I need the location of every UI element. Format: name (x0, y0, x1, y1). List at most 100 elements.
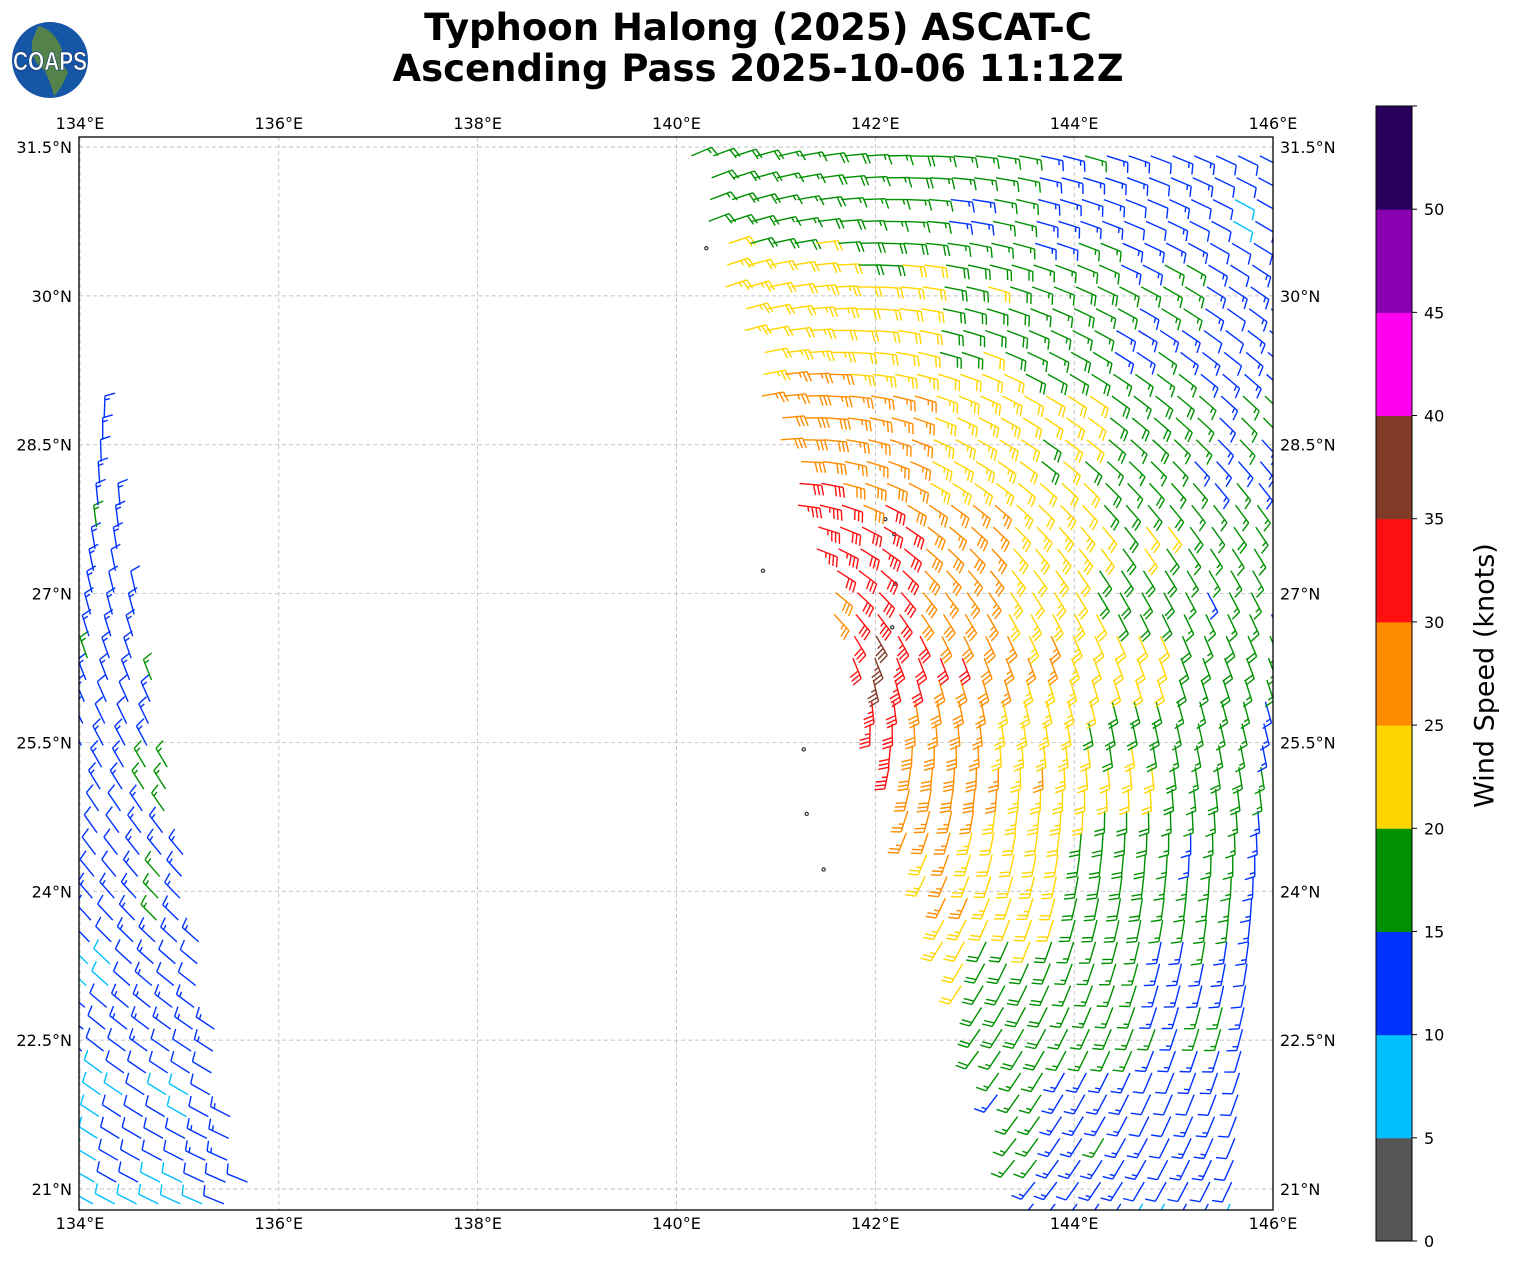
wind-barb (877, 308, 903, 321)
wind-barb (166, 850, 183, 877)
wind-barb (857, 286, 883, 298)
wind-barb (184, 1140, 206, 1161)
wind-barb (1147, 1159, 1169, 1181)
colorbar-segment (1376, 1137, 1412, 1242)
wind-barb (1080, 1159, 1103, 1180)
wind-barb (1025, 657, 1037, 686)
wind-barb (755, 171, 783, 183)
wind-barb (1033, 1181, 1058, 1201)
wind-barb (181, 917, 200, 943)
wind-barb (1069, 373, 1090, 396)
lat-label-right: 28.5°N (1280, 436, 1336, 455)
wind-barb (1052, 789, 1064, 815)
wind-barb (1183, 308, 1203, 331)
wind-barb (993, 897, 1012, 920)
wind-barb (1109, 417, 1129, 442)
wind-barb (861, 220, 888, 231)
wind-barb (1013, 919, 1033, 942)
wind-barb (1227, 614, 1238, 642)
wind-barb (942, 308, 966, 324)
wind-barb (1097, 592, 1110, 620)
wind-barb (118, 1161, 139, 1183)
wind-barb (226, 1163, 248, 1183)
wind-barb (1128, 461, 1146, 487)
wind-barb (1039, 177, 1063, 194)
wind-barb (1250, 592, 1263, 620)
wind-barb (1161, 614, 1173, 642)
wind-barb (1200, 657, 1212, 686)
wind-barb (1195, 1116, 1216, 1138)
wind-barb (975, 461, 996, 484)
wind-barb (81, 1071, 101, 1096)
wind-barb (798, 173, 827, 184)
wind-barb (1044, 679, 1056, 708)
wind-barb (85, 1027, 105, 1052)
wind-barb (191, 1051, 212, 1074)
wind-barb (1160, 1203, 1166, 1210)
wind-barb (1189, 1181, 1211, 1203)
wind-barb (896, 351, 920, 367)
wind-barb (1144, 548, 1159, 576)
wind-barb (1190, 941, 1206, 966)
wind-barb (1091, 832, 1104, 858)
wind-barb (857, 592, 875, 618)
wind-barb (746, 302, 774, 314)
wind-barb (1094, 810, 1106, 837)
wind-barb (148, 1050, 169, 1074)
wind-barb (1222, 657, 1234, 686)
lon-label-bottom: 144°E (1050, 1214, 1099, 1233)
wind-barb (1222, 373, 1241, 399)
wind-barb (984, 789, 998, 814)
wind-barb (955, 679, 968, 708)
wind-barb (1134, 373, 1154, 398)
wind-barb (183, 1162, 205, 1183)
wind-barb (1004, 1007, 1026, 1028)
wind-barb (1078, 548, 1094, 576)
wind-barb (1211, 220, 1232, 243)
wind-barb (1008, 614, 1021, 642)
wind-barb (907, 854, 928, 876)
wind-barb (1100, 1181, 1123, 1202)
wind-barb (168, 1073, 189, 1096)
wind-barb (1008, 308, 1031, 327)
island (804, 811, 809, 817)
wind-barb (1100, 548, 1115, 576)
wind-barb (1237, 155, 1259, 176)
wind-barb (800, 151, 828, 162)
wind-barb (902, 264, 928, 278)
wind-barb (1083, 177, 1106, 195)
lat-label-left: 24°N (32, 882, 72, 901)
wind-barb (991, 548, 1008, 575)
wind-barb (1197, 1094, 1217, 1116)
wind-barb (992, 220, 1016, 237)
wind-barb (1222, 854, 1234, 881)
wind-barb (94, 1183, 116, 1205)
wind-barb (1233, 220, 1254, 243)
wind-barb (1215, 1138, 1236, 1160)
wind-barb (1138, 810, 1150, 837)
lon-label-top: 142°E (851, 114, 900, 133)
wind-barb (1220, 1094, 1239, 1117)
wind-barb (727, 257, 755, 269)
wind-barb (1004, 810, 1018, 836)
wind-barb (952, 701, 965, 729)
wind-barb (1206, 286, 1227, 309)
wind-barb (1270, 308, 1273, 312)
wind-barb (1192, 482, 1209, 510)
wind-barb (1000, 679, 1012, 708)
wind-barb (1237, 920, 1251, 945)
wind-barb (1239, 898, 1253, 924)
wind-barb (874, 351, 899, 366)
wind-barb (1256, 504, 1271, 532)
wind-barb (154, 983, 173, 1008)
wind-barb (1154, 679, 1165, 708)
wind-barb (1061, 1116, 1084, 1137)
wind-barb (986, 308, 1009, 326)
wind-barb (1235, 941, 1250, 966)
wind-barb (928, 198, 954, 212)
wind-barb (103, 828, 118, 856)
wind-barb (140, 894, 157, 921)
wind-barb (79, 696, 84, 724)
wind-barb (819, 196, 847, 208)
wind-barb (80, 1094, 100, 1118)
